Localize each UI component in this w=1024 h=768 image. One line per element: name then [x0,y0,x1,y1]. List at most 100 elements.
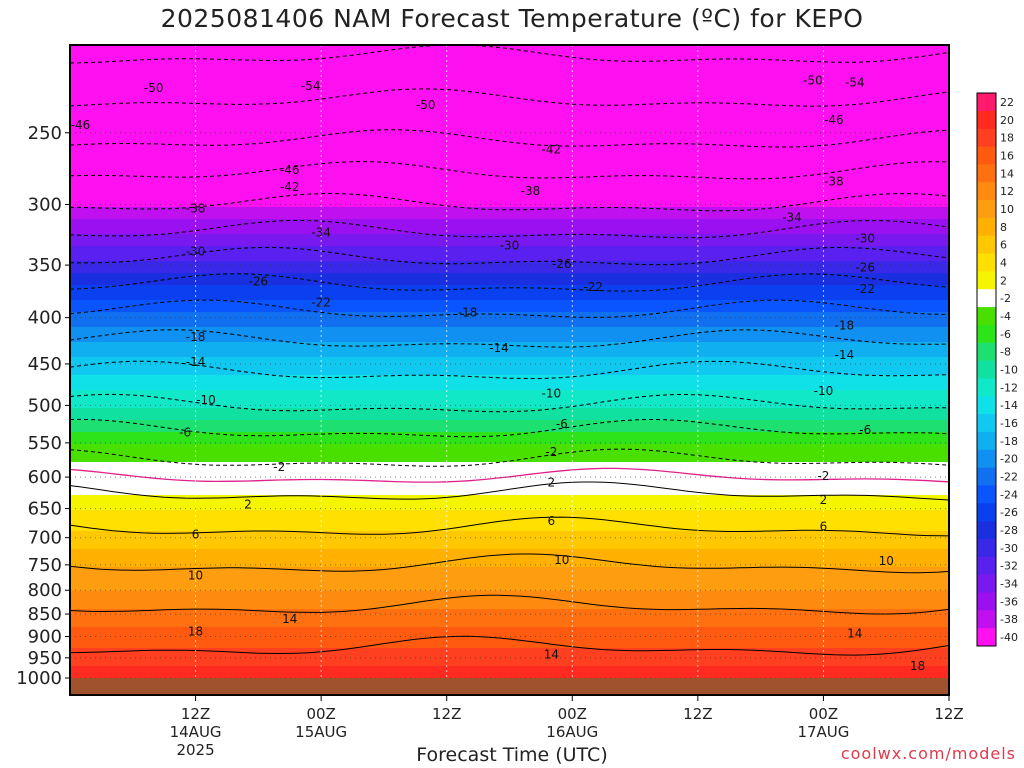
color-swatch [977,271,996,290]
y-tick-label: 800 [28,580,62,601]
contour-labels: -50 -54 -46 -50 -46 -42 -42 -54 -50 -46 -38 -38 -38 -… [71,74,926,673]
contour-label: -30 [855,231,875,245]
temp-band [70,132,949,136]
temp-band [70,153,949,157]
color-swatch [977,521,996,540]
credit-link[interactable]: coolwx.com/models [840,744,1016,763]
contour-label: -26 [249,275,269,289]
y-axis: 2503003504004505005506006507007508008509… [16,123,70,689]
temp-band [70,90,949,94]
temp-band [70,81,949,85]
temp-band [70,570,949,574]
contour-label: -30 [186,244,206,258]
isotherm--10 [70,393,949,413]
temp-band [70,114,949,118]
temp-band [70,639,949,643]
color-swatch [977,360,996,379]
contour-label: -38 [824,175,844,189]
temp-band [70,582,949,586]
temp-band [70,297,949,301]
contour-label: -18 [186,330,206,344]
temp-band [70,486,949,490]
temperature-fill [70,45,949,682]
temp-band [70,597,949,601]
contour-label: 2 [820,493,828,507]
temp-band [70,540,949,544]
temp-band [70,381,949,385]
temp-band [70,111,949,115]
temp-band [70,342,949,346]
contour-label: 2 [548,475,556,489]
temp-band [70,162,949,166]
isotherm--30 [70,246,949,266]
temp-band [70,330,949,334]
temp-band [70,531,949,535]
temp-band [70,558,949,562]
temp-band [70,612,949,616]
isotherm--38 [70,192,949,212]
color-swatch [977,253,996,272]
contour-label: -38 [186,201,206,215]
temp-band [70,72,949,76]
y-tick-label: 850 [28,604,62,625]
temp-band [70,225,949,229]
y-tick-label: 350 [28,255,62,276]
temp-band [70,564,949,568]
temp-band [70,117,949,121]
isotherm--2 [70,448,949,467]
isotherm--42 [70,161,949,180]
contour-label: -10 [542,386,562,400]
contour-label: -18 [458,306,478,320]
temp-band [70,501,949,505]
temp-band [70,405,949,409]
color-swatch [977,289,996,308]
temp-band [70,48,949,52]
temp-band [70,108,949,112]
x-tick-date: 17AUG [797,723,849,741]
temp-band [70,651,949,655]
temp-band [70,660,949,664]
temp-band [70,480,949,484]
temp-band [70,492,949,496]
temp-band [70,78,949,82]
contour-label: -42 [542,143,562,157]
color-bar-label: -6 [1000,328,1011,341]
contour-label: -46 [280,163,300,177]
color-bar-label: -26 [1000,506,1018,519]
color-bar-label: 2 [1000,274,1007,287]
temp-band [70,546,949,550]
temp-band [70,300,949,304]
temp-band [70,69,949,73]
temp-band [70,120,949,124]
temp-band [70,384,949,388]
temp-band [70,177,949,181]
contour-label: -38 [521,184,541,198]
temp-band [70,672,949,676]
temp-band [70,168,949,172]
temp-band [70,156,949,160]
plot-frame [69,44,950,696]
temp-band [70,60,949,64]
temp-band [70,351,949,355]
y-tick-label: 700 [28,528,62,549]
y-tick-label: 250 [28,123,62,144]
temp-band [70,159,949,163]
isotherm-contours [70,45,949,656]
temp-band [70,498,949,502]
contour-label: -34 [311,225,331,239]
contour-label: -42 [280,180,300,194]
temp-band [70,360,949,364]
temp-band [70,102,949,106]
isotherm--46 [70,129,949,148]
color-swatch [977,414,996,433]
temp-band [70,537,949,541]
temp-band [70,195,949,199]
temp-band [70,372,949,376]
color-swatch [977,574,996,593]
isotherm--18 [70,329,949,348]
temp-band [70,333,949,337]
temp-band [70,411,949,415]
temp-band [70,180,949,184]
color-bar-label: -36 [1000,595,1018,608]
